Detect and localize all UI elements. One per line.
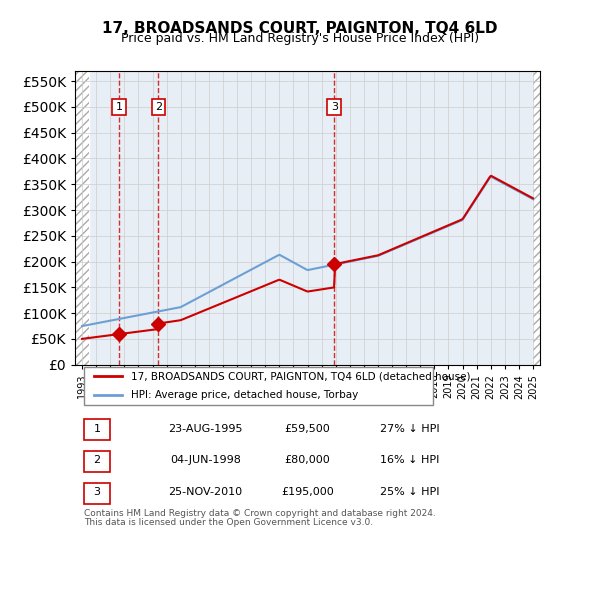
Text: 17, BROADSANDS COURT, PAIGNTON, TQ4 6LD (detached house): 17, BROADSANDS COURT, PAIGNTON, TQ4 6LD …	[131, 371, 470, 381]
FancyBboxPatch shape	[84, 419, 110, 441]
Text: 16% ↓ HPI: 16% ↓ HPI	[380, 455, 439, 466]
Text: £59,500: £59,500	[284, 424, 331, 434]
Text: 25% ↓ HPI: 25% ↓ HPI	[380, 487, 440, 497]
Text: 27% ↓ HPI: 27% ↓ HPI	[380, 424, 440, 434]
Text: 1: 1	[116, 102, 123, 112]
Bar	[75, 71, 89, 365]
Text: £195,000: £195,000	[281, 487, 334, 497]
Text: Contains HM Land Registry data © Crown copyright and database right 2024.: Contains HM Land Registry data © Crown c…	[84, 509, 436, 518]
Text: 04-JUN-1998: 04-JUN-1998	[170, 455, 241, 466]
Text: 3: 3	[94, 487, 101, 497]
Text: 25-NOV-2010: 25-NOV-2010	[168, 487, 242, 497]
Text: Price paid vs. HM Land Registry's House Price Index (HPI): Price paid vs. HM Land Registry's House …	[121, 32, 479, 45]
Bar	[533, 71, 540, 365]
Text: 3: 3	[331, 102, 338, 112]
Bar	[75, 71, 89, 365]
Text: This data is licensed under the Open Government Licence v3.0.: This data is licensed under the Open Gov…	[84, 518, 373, 527]
FancyBboxPatch shape	[84, 483, 110, 504]
Text: 17, BROADSANDS COURT, PAIGNTON, TQ4 6LD: 17, BROADSANDS COURT, PAIGNTON, TQ4 6LD	[102, 21, 498, 35]
FancyBboxPatch shape	[84, 451, 110, 472]
FancyBboxPatch shape	[84, 367, 433, 405]
Text: HPI: Average price, detached house, Torbay: HPI: Average price, detached house, Torb…	[131, 389, 358, 399]
Text: 2: 2	[155, 102, 162, 112]
Text: 1: 1	[94, 424, 101, 434]
Text: £80,000: £80,000	[284, 455, 331, 466]
Bar	[533, 71, 540, 365]
Text: 2: 2	[94, 455, 101, 466]
Text: 23-AUG-1995: 23-AUG-1995	[168, 424, 242, 434]
